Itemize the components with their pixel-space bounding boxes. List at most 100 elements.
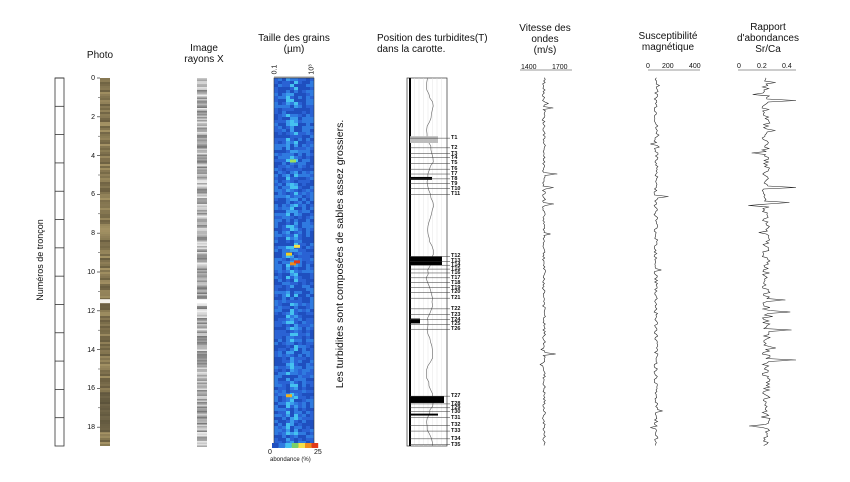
grain-cell	[274, 81, 278, 84]
grain-cell	[282, 78, 286, 81]
grain-cell	[298, 150, 302, 153]
grain-cell	[282, 168, 286, 171]
xray-band	[197, 151, 207, 153]
grain-cell	[278, 156, 282, 159]
photo-band	[100, 308, 110, 310]
grain-cell	[278, 117, 282, 120]
grain-cell	[282, 141, 286, 144]
grain-cell	[310, 291, 314, 294]
photo-band	[100, 140, 110, 142]
grain-cell	[306, 261, 310, 264]
grain-cell	[274, 258, 278, 261]
grain-cell	[306, 255, 310, 258]
xray-band	[197, 310, 207, 312]
grain-cell	[310, 234, 314, 237]
grain-cell	[274, 405, 278, 408]
grain-cell	[302, 297, 306, 300]
srca-header-line2: d'abondances	[737, 33, 799, 44]
grain-cell	[294, 309, 298, 312]
grain-cell	[274, 312, 278, 315]
grain-cell	[282, 348, 286, 351]
xray-band	[197, 363, 207, 365]
grain-cell	[298, 357, 302, 360]
grain-cell	[278, 207, 282, 210]
xray-band	[197, 354, 207, 356]
grain-cell	[306, 312, 310, 315]
vitesse-tick-1700: 1700	[552, 64, 568, 71]
xray-band	[197, 426, 207, 428]
xray-band	[197, 384, 207, 386]
grain-cell	[310, 102, 314, 105]
turbidite-label: T11	[451, 191, 461, 198]
grain-cell	[286, 354, 290, 357]
grain-cell	[274, 84, 278, 87]
grain-cell	[302, 156, 306, 159]
grain-cell	[278, 168, 282, 171]
grain-cell	[306, 87, 310, 90]
grain-cell	[286, 318, 290, 321]
grain-cell	[278, 114, 282, 117]
grain-cell	[302, 327, 306, 330]
photo-band	[100, 264, 110, 266]
grain-cell	[294, 165, 298, 168]
photo-band	[100, 92, 110, 94]
grain-cell	[282, 255, 286, 258]
xray-band	[197, 402, 207, 404]
grain-cell	[274, 159, 278, 162]
grain-cell	[298, 288, 302, 291]
grain-cell	[310, 390, 314, 393]
grain-cell	[298, 426, 302, 429]
xray-band	[197, 91, 207, 93]
grain-cell	[310, 243, 314, 246]
grain-cell	[302, 276, 306, 279]
grain-cell	[278, 381, 282, 384]
grain-cell	[282, 192, 286, 195]
xray-band	[197, 123, 207, 125]
photo-band	[100, 172, 110, 174]
grain-cell	[302, 375, 306, 378]
grain-cell	[282, 114, 286, 117]
grain-cell	[274, 87, 278, 90]
grain-cell	[310, 84, 314, 87]
grain-cell	[282, 360, 286, 363]
photo-band	[100, 252, 110, 254]
grain-cell	[306, 162, 310, 165]
grain-cell	[298, 441, 302, 444]
grain-cell	[278, 351, 282, 354]
photo-band	[100, 332, 110, 334]
grain-cell	[302, 111, 306, 114]
grain-cell	[310, 372, 314, 375]
grain-cell	[310, 183, 314, 186]
grain-cell	[310, 306, 314, 309]
grain-cell	[282, 231, 286, 234]
srca-tick-0: 0	[737, 63, 741, 70]
grain-cell	[294, 96, 298, 99]
grain-cell	[286, 246, 290, 249]
grain-cell	[290, 150, 294, 153]
grain-cell	[302, 102, 306, 105]
grain-cell	[282, 201, 286, 204]
grain-cell	[306, 264, 310, 267]
grain-cell	[306, 177, 310, 180]
photo-band	[100, 390, 110, 392]
xray-band	[197, 324, 207, 326]
grain-cell	[306, 111, 310, 114]
grain-cell	[290, 249, 294, 252]
grain-cell	[278, 258, 282, 261]
grain-cell	[310, 78, 314, 81]
grain-cell	[282, 420, 286, 423]
grain-cell	[286, 324, 290, 327]
grain-cell	[278, 402, 282, 405]
grain-cell	[298, 282, 302, 285]
grain-cell	[294, 399, 298, 402]
grain-cell	[302, 126, 306, 129]
xray-band	[197, 379, 207, 381]
grain-cell	[278, 399, 282, 402]
grain-cell	[294, 300, 298, 303]
grain-cell	[274, 315, 278, 318]
grain-cell	[298, 366, 302, 369]
grain-cell	[298, 180, 302, 183]
photo-band	[100, 280, 110, 282]
grain-cell	[274, 372, 278, 375]
grain-cell	[282, 294, 286, 297]
